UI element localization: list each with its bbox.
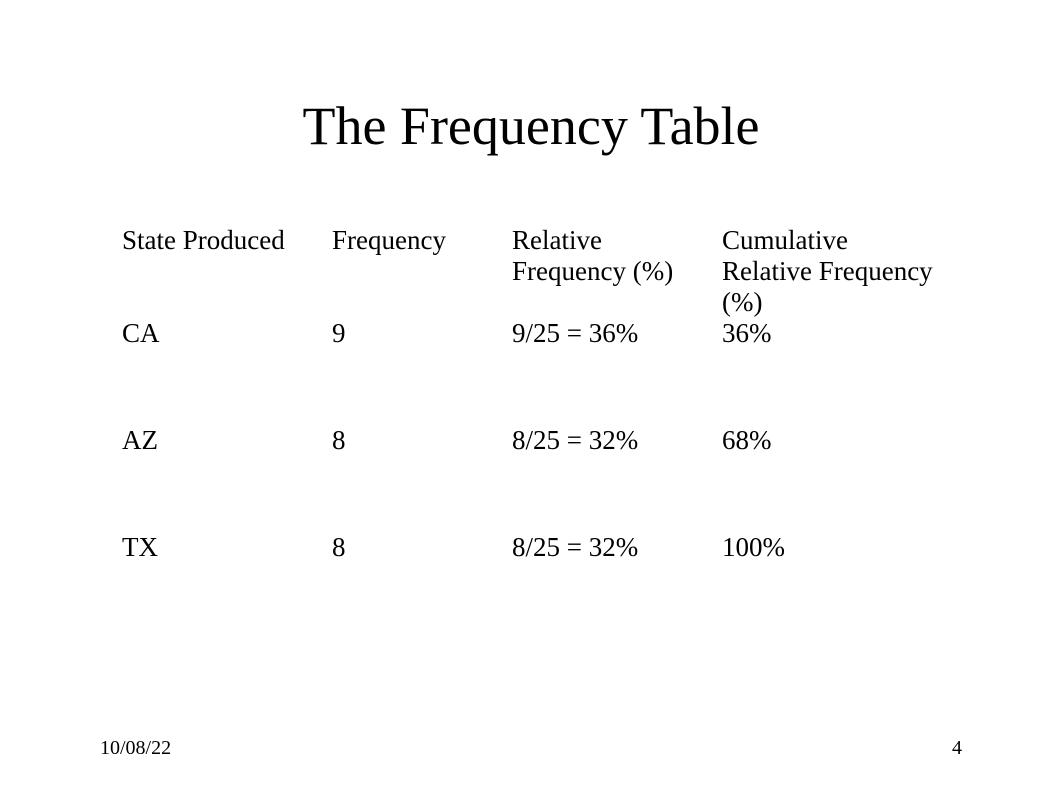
cell-cumulative-relative-frequency: 68% [722, 425, 942, 532]
cell-frequency: 8 [332, 425, 512, 532]
cell-cumulative-relative-frequency: 100% [722, 532, 942, 563]
col-header-cumulative-relative-frequency: Cumulative Relative Frequency (%) [722, 225, 942, 318]
footer-date: 10/08/22 [100, 737, 171, 760]
slide: The Frequency Table State Produced Frequ… [0, 0, 1062, 797]
col-header-state: State Produced [122, 225, 332, 318]
table-row: CA 9 9/25 = 36% 36% [122, 318, 942, 425]
cell-cumulative-relative-frequency: 36% [722, 318, 942, 425]
cell-relative-frequency: 9/25 = 36% [512, 318, 722, 425]
cell-state: CA [122, 318, 332, 425]
cell-relative-frequency: 8/25 = 32% [512, 532, 722, 563]
cell-state: AZ [122, 425, 332, 532]
frequency-table: State Produced Frequency Relative Freque… [122, 225, 942, 563]
col-header-frequency: Frequency [332, 225, 512, 318]
col-header-relative-frequency: Relative Frequency (%) [512, 225, 722, 318]
slide-title: The Frequency Table [0, 95, 1062, 157]
frequency-table-container: State Produced Frequency Relative Freque… [122, 225, 942, 563]
footer-page-number: 4 [952, 737, 962, 760]
cell-frequency: 8 [332, 532, 512, 563]
table-row: AZ 8 8/25 = 32% 68% [122, 425, 942, 532]
table-row: TX 8 8/25 = 32% 100% [122, 532, 942, 563]
cell-state: TX [122, 532, 332, 563]
table-header-row: State Produced Frequency Relative Freque… [122, 225, 942, 318]
cell-relative-frequency: 8/25 = 32% [512, 425, 722, 532]
cell-frequency: 9 [332, 318, 512, 425]
